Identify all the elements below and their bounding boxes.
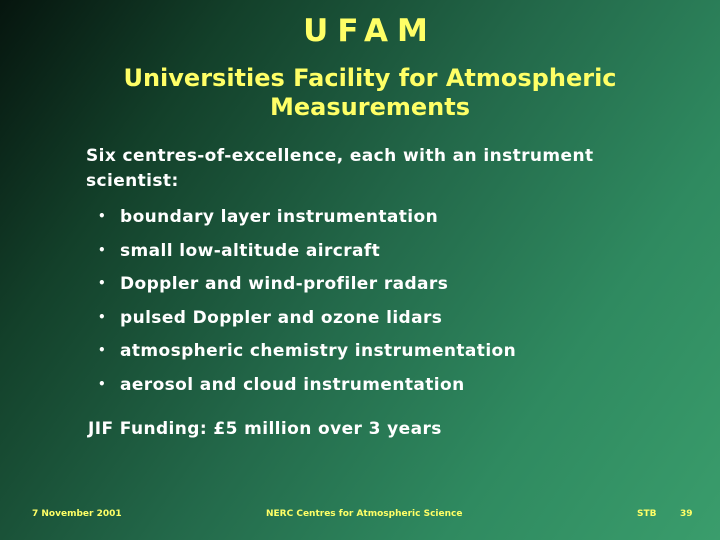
bullet-text: boundary layer instrumentation [120,207,439,227]
footer-page-number: 39 [680,509,693,519]
subtitle-line: Measurements [270,93,470,121]
funding-text: JIF Funding: £5 million over 3 years [88,419,442,439]
bullet-item: • boundary layer instrumentation [98,204,516,238]
bullet-item: • small low-altitude aircraft [98,238,516,272]
bullet-text: pulsed Doppler and ozone lidars [120,307,443,328]
bullet-text: atmospheric chemistry instrumentation [120,341,517,362]
bullet-item: • aerosol and cloud instrumentation [98,372,516,406]
bullet-item: • Doppler and wind-profiler radars [98,271,516,305]
bullet-text: aerosol and cloud instrumentation [120,374,465,395]
bullet-list: • boundary layer instrumentation • small l… [98,204,516,406]
bullet-icon: • [98,343,107,358]
bullet-item: • atmospheric chemistry instrumentation [98,338,516,372]
slide-title: UFAM [303,13,437,49]
bullet-text: small low-altitude aircraft [120,240,381,261]
intro-line: Six centres-of-excellence, each with an … [86,146,594,166]
footer-initials: STB [637,509,657,519]
subtitle-line: Universities Facility for Atmospheric [123,64,617,92]
bullet-icon: • [98,376,107,391]
bullet-icon: • [98,242,107,257]
footer-date: 7 November 2001 [32,509,122,519]
bullet-item: • pulsed Doppler and ozone lidars [98,305,516,339]
intro-text: Six centres-of-excellence, each with an … [86,144,686,194]
bullet-icon: • [98,276,107,291]
bullet-icon: • [98,209,107,223]
bullet-icon: • [98,309,107,324]
intro-line: scientist: [86,171,179,191]
slide-subtitle: Universities Facility for Atmospheric Me… [0,64,720,122]
footer-center-text: NERC Centres for Atmospheric Science [266,509,463,519]
bullet-text: Doppler and wind-profiler radars [120,274,449,295]
